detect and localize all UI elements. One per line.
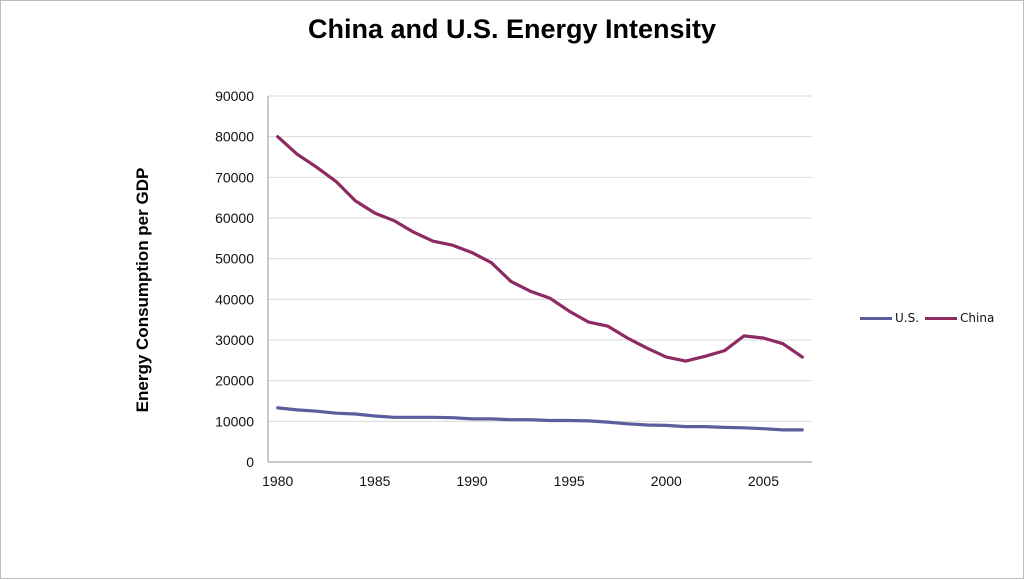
y-tick-label: 90000: [215, 88, 254, 104]
y-tick-label: 20000: [215, 373, 254, 389]
y-tick-label: 30000: [215, 332, 254, 348]
y-tick-label: 40000: [215, 291, 254, 307]
y-tick-label: 10000: [215, 413, 254, 429]
x-tick-label: 1985: [359, 473, 390, 489]
legend-item-china: China: [925, 311, 994, 325]
series-line-us: [276, 406, 804, 432]
series-line-china: [276, 135, 804, 363]
y-tick-label: 70000: [215, 169, 254, 185]
legend-swatch-china: [925, 316, 958, 320]
x-tick-label: 1990: [456, 473, 487, 489]
legend: U.S. China: [860, 311, 1000, 325]
legend-item-us: U.S.: [860, 311, 919, 325]
x-tick-label: 1995: [554, 473, 585, 489]
y-tick-label: 0: [246, 454, 254, 470]
y-tick-label: 50000: [215, 251, 254, 267]
x-tick-label: 1980: [262, 473, 293, 489]
y-tick-label: 60000: [215, 210, 254, 226]
x-tick-label: 2000: [651, 473, 682, 489]
legend-label-us: U.S.: [895, 311, 920, 325]
legend-swatch-us: [860, 316, 892, 320]
y-tick-label: 80000: [215, 129, 254, 145]
x-tick-label: 2005: [748, 473, 779, 489]
chart-title: China and U.S. Energy Intensity: [307, 14, 717, 44]
legend-label-china: China: [960, 311, 995, 325]
